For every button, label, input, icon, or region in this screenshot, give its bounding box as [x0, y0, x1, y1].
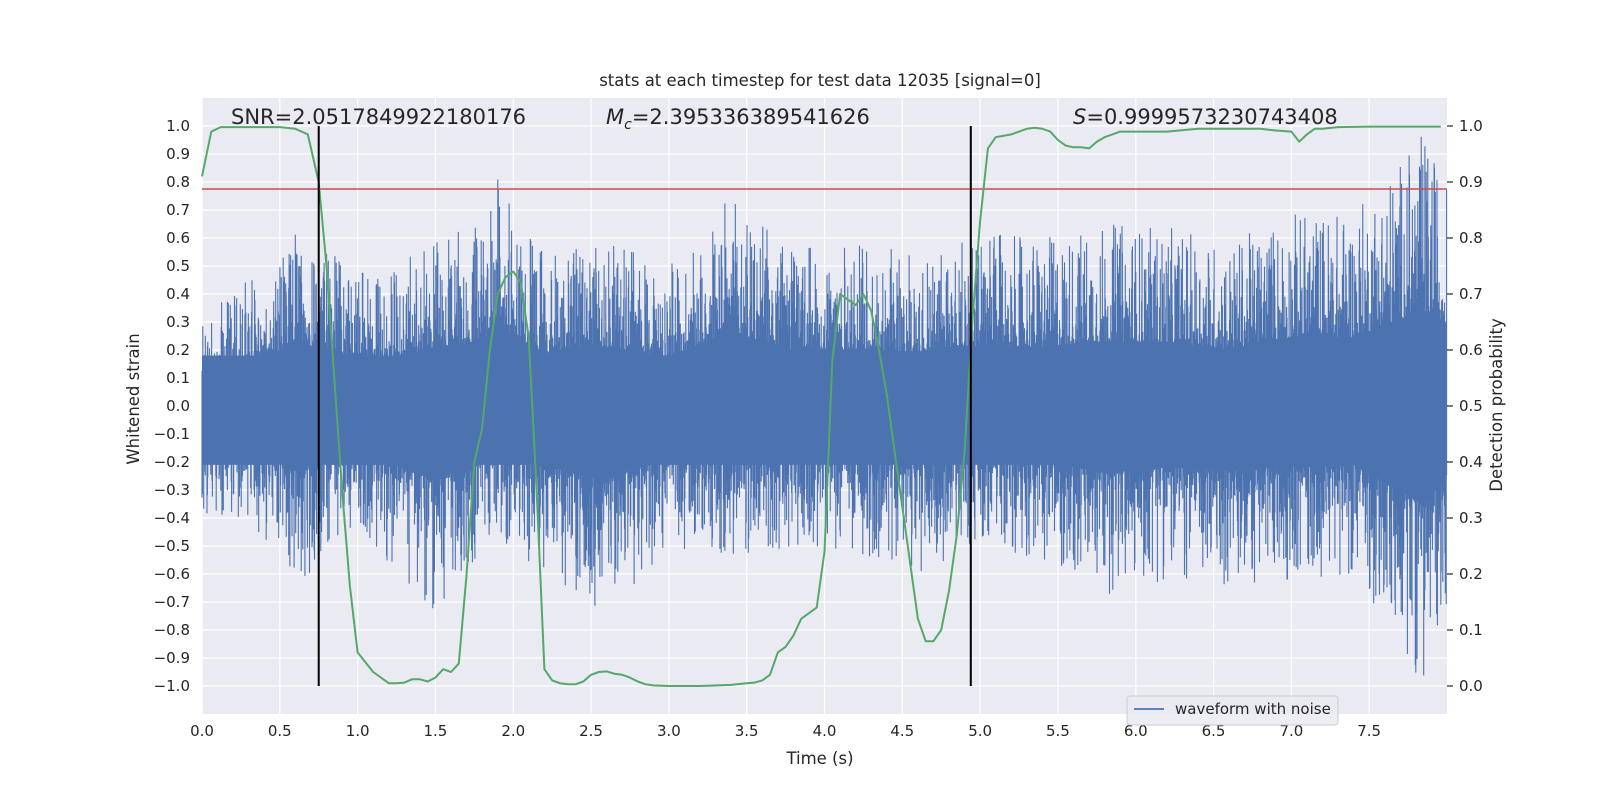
x-tick-label: 5.5 — [1046, 722, 1070, 740]
chart-title: stats at each timestep for test data 120… — [599, 71, 1041, 90]
y-tick-label: −0.4 — [154, 509, 190, 527]
vertical-markers — [317, 126, 972, 686]
y2-tick-label: 1.0 — [1459, 117, 1483, 135]
y-tick-label: 0.0 — [166, 397, 190, 415]
mc-subscript: c — [624, 117, 632, 133]
x-tick-label: 0.5 — [268, 722, 292, 740]
y-axis-ticks: 1.0 0.9 0.8 0.7 0.6 0.5 0.4 0.3 0.2 0.1 0.0 −0.1 −0.… — [154, 117, 190, 695]
y-tick-label: −1.0 — [154, 677, 190, 695]
x-tick-label: 4.5 — [890, 722, 914, 740]
mc-value: =2.395336389541626 — [632, 105, 870, 129]
x-tick-label: 7.5 — [1357, 722, 1381, 740]
x-tick-label: 4.0 — [813, 722, 837, 740]
x-tick-label: 3.0 — [657, 722, 681, 740]
x-tick-label: 7.0 — [1279, 722, 1303, 740]
legend-box — [1126, 695, 1339, 726]
x-tick-label: 1.5 — [424, 722, 448, 740]
y-tick-label: 0.1 — [166, 369, 190, 387]
y2-tick-label: 0.7 — [1459, 285, 1483, 303]
x-tick-label: 6.5 — [1202, 722, 1226, 740]
snr-annotation: SNR=2.0517849922180176 — [231, 105, 526, 129]
mc-annotation: Mc=2.395336389541626 — [606, 105, 870, 133]
y-tick-label: −0.7 — [154, 593, 190, 611]
x-tick-label: 3.5 — [735, 722, 759, 740]
y-tick-label: 0.7 — [166, 201, 190, 219]
x-tick-label: 1.0 — [346, 722, 370, 740]
y-tick-label: 0.4 — [166, 285, 190, 303]
y-tick-label: −0.9 — [154, 649, 190, 667]
x-tick-label: 0.0 — [190, 722, 214, 740]
s-value: =0.9999573230743408 — [1086, 105, 1337, 129]
waveform-line — [201, 136, 1448, 676]
y-tick-label: 0.2 — [166, 341, 190, 359]
x-tick-label: 6.0 — [1124, 722, 1148, 740]
mc-symbol: M — [606, 105, 624, 129]
y2-tick-label: 0.1 — [1459, 621, 1483, 639]
y-tick-label: −0.3 — [154, 481, 190, 499]
y-axis-label: Whitened strain — [124, 333, 143, 464]
y2-tick-label: 0.0 — [1459, 677, 1483, 695]
y-tick-label: 0.6 — [166, 229, 190, 247]
y2-tick-label: 0.2 — [1459, 565, 1483, 583]
legend: waveform with noise — [1126, 695, 1339, 726]
y-tick-label: 1.0 — [166, 117, 190, 135]
x-tick-label: 2.0 — [501, 722, 525, 740]
y-tick-label: −0.2 — [154, 453, 190, 471]
s-symbol: S — [1073, 105, 1086, 129]
s-annotation: S=0.9999573230743408 — [1073, 105, 1338, 129]
y2-tick-label: 0.9 — [1459, 173, 1483, 191]
x-axis-ticks: 0.0 0.5 1.0 1.5 2.0 2.5 3.0 3.5 4.0 4.5 5.0 5.5 6.0 6… — [190, 722, 1381, 740]
y-tick-label: 0.3 — [166, 313, 190, 331]
y-tick-label: −0.1 — [154, 425, 190, 443]
x-tick-label: 2.5 — [579, 722, 603, 740]
y2-axis-ticks: 1.0 0.9 0.8 0.7 0.6 0.5 0.4 0.3 0.2 0.1 0.0 — [1447, 117, 1483, 695]
y-tick-label: 0.8 — [166, 173, 190, 191]
probability-series — [201, 125, 1441, 687]
probability-line — [201, 125, 1441, 687]
y2-tick-label: 0.8 — [1459, 229, 1483, 247]
y-tick-label: 0.9 — [166, 145, 190, 163]
y-tick-label: −0.6 — [154, 565, 190, 583]
waveform-series — [201, 136, 1448, 676]
y2-tick-label: 0.6 — [1459, 341, 1483, 359]
y2-axis-label: Detection probability — [1487, 318, 1506, 492]
y2-tick-label: 0.5 — [1459, 397, 1483, 415]
x-tick-label: 5.0 — [968, 722, 992, 740]
y2-tick-label: 0.3 — [1459, 509, 1483, 527]
y-tick-label: −0.8 — [154, 621, 190, 639]
legend-waveform-label: waveform with noise — [1175, 700, 1331, 718]
y-tick-label: −0.5 — [154, 537, 190, 555]
y-tick-label: 0.5 — [166, 257, 190, 275]
x-axis-label: Time (s) — [785, 749, 853, 768]
y2-tick-label: 0.4 — [1459, 453, 1483, 471]
